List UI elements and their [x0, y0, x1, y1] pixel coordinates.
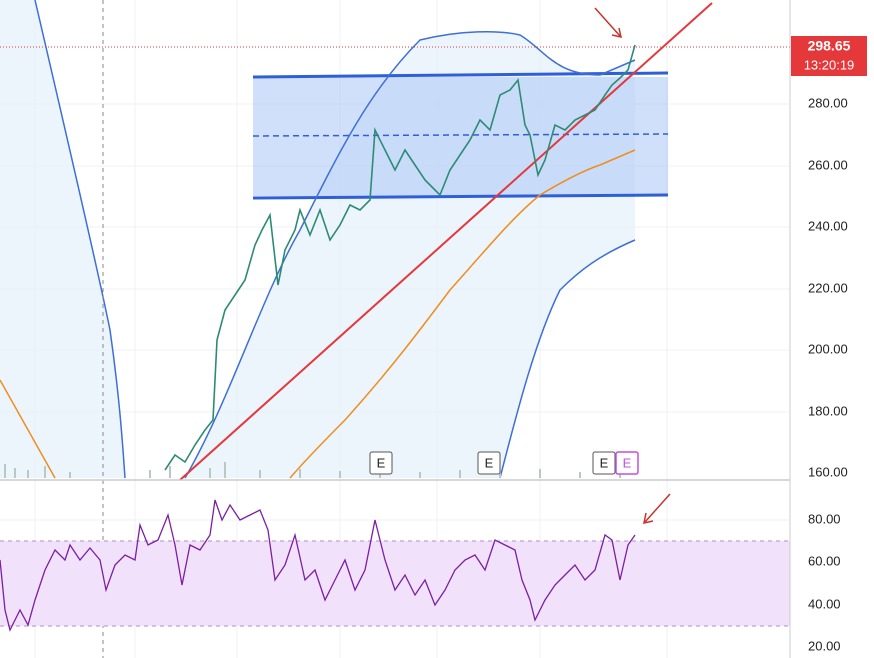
- rsi-band: [0, 541, 790, 626]
- price-axis-bg: [790, 0, 874, 658]
- rsi-axis: 80.00 60.00 40.00 20.00: [808, 511, 841, 653]
- rsi-tick: 20.00: [808, 638, 841, 653]
- rsi-tick: 60.00: [808, 553, 841, 568]
- price-tick: 220.00: [808, 280, 848, 295]
- trend-line: [179, 2, 713, 481]
- annotation-arrows: [594, 7, 671, 524]
- price-tick: 280.00: [808, 95, 848, 110]
- earnings-marker[interactable]: E: [377, 455, 386, 470]
- rsi-tick: 40.00: [808, 596, 841, 611]
- bollinger-left: [34, 0, 126, 479]
- channel: [253, 77, 668, 196]
- price-series: [164, 44, 636, 471]
- rsi-tick: 80.00: [808, 511, 841, 526]
- current-price: 298.65: [808, 38, 851, 54]
- price-tick: 180.00: [808, 403, 848, 418]
- bollinger-fill-left: [0, 0, 125, 478]
- price-axis: 280.00 260.00 240.00 220.00 200.00 180.0…: [808, 95, 848, 479]
- countdown: 13:20:19: [804, 57, 855, 72]
- bollinger-upper: [184, 31, 636, 479]
- price-tick: 240.00: [808, 218, 848, 233]
- earnings-marker[interactable]: E: [623, 455, 632, 470]
- channel-mid: [252, 133, 669, 137]
- earnings-markers: E E E E: [369, 451, 639, 475]
- rsi-line: [0, 499, 636, 632]
- price-tick: 200.00: [808, 341, 848, 356]
- price-tick: 160.00: [808, 464, 848, 479]
- earnings-marker[interactable]: E: [485, 455, 494, 470]
- price-tick: 260.00: [808, 157, 848, 172]
- moving-average: [0, 149, 636, 479]
- bollinger-lower: [499, 239, 636, 479]
- channel-top: [252, 71, 669, 79]
- earnings-marker[interactable]: E: [600, 455, 609, 470]
- channel-bottom: [252, 193, 669, 200]
- price-badge: 298.65 13:20:19: [791, 36, 867, 76]
